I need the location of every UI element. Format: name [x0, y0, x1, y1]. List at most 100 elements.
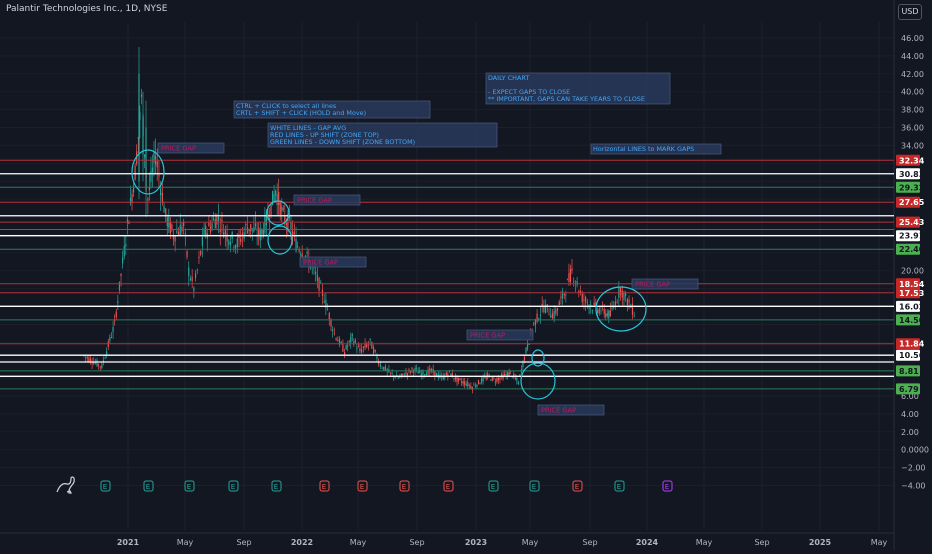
candle-body — [172, 235, 175, 240]
candle-body — [603, 308, 605, 315]
candle-body — [470, 386, 472, 389]
candle-body — [344, 351, 346, 355]
candle-body — [573, 281, 575, 283]
candle-body — [132, 186, 135, 193]
candle-body — [414, 368, 416, 371]
price-tag-label: 25.43 — [899, 218, 924, 227]
candle-body — [288, 215, 291, 219]
price-gap-box — [157, 142, 225, 154]
candle-body — [397, 377, 399, 379]
price-tag-label: 8.81 — [899, 367, 919, 376]
candle-body — [245, 223, 247, 226]
candle-body — [367, 343, 370, 345]
candle-body — [236, 238, 238, 247]
earnings-marker-label: E — [491, 483, 495, 491]
candle-body — [456, 377, 458, 383]
candle-body — [623, 291, 625, 301]
candle-body — [96, 360, 98, 366]
highlight-circle — [520, 362, 556, 400]
price-tag-label: 14.50 — [899, 316, 925, 325]
candle-body — [507, 372, 509, 377]
candle-body — [186, 251, 188, 258]
candle-body — [517, 381, 519, 385]
candle-body — [534, 319, 536, 326]
earnings-marker — [100, 480, 111, 492]
candle-body — [131, 193, 133, 203]
earnings-marker — [319, 480, 330, 492]
earnings-marker-label: E — [103, 483, 107, 491]
y-axis-tick-label: 0.0000 — [901, 446, 929, 455]
candle-body — [270, 203, 272, 216]
candle-body — [120, 273, 122, 276]
candle-body — [345, 345, 347, 350]
candle-body — [550, 315, 552, 318]
candle-body — [494, 381, 496, 383]
earnings-marker — [529, 480, 540, 492]
candle-body — [188, 267, 190, 276]
candle-body — [583, 299, 585, 301]
candle-body — [112, 327, 114, 332]
y-axis-tick-label: 4.00 — [901, 410, 919, 419]
candle-body — [386, 369, 388, 371]
candle-body — [153, 152, 155, 163]
earnings-marker — [143, 480, 154, 492]
candle-body — [566, 279, 569, 281]
candle-body — [128, 221, 130, 224]
price-tag-label: 16.02 — [899, 302, 924, 311]
candle-body — [556, 308, 559, 311]
candle-body — [183, 221, 185, 227]
candle-body — [519, 374, 521, 376]
price-tag — [896, 349, 920, 361]
price-tag — [896, 314, 920, 326]
candle-body — [298, 249, 300, 252]
note-text: DAILY CHART — [488, 74, 529, 82]
candle-body — [499, 377, 501, 381]
candle-body — [293, 232, 295, 234]
candle-body — [228, 240, 230, 245]
y-axis-tick-label: 2.00 — [901, 428, 919, 437]
candle-body — [229, 242, 232, 246]
candle-body — [405, 372, 407, 374]
candle-body — [261, 229, 263, 235]
candle-body — [145, 127, 147, 191]
earnings-marker-label: E — [402, 483, 406, 491]
candle-body — [282, 208, 284, 210]
candle-body — [89, 358, 92, 363]
candle-body — [106, 351, 108, 355]
candle-body — [233, 246, 235, 248]
price-tag-label: 30.83 — [899, 170, 924, 179]
candle-body — [357, 346, 360, 348]
price-gap-box — [293, 194, 361, 206]
x-axis-label: Sep — [582, 538, 597, 547]
candle-body — [351, 333, 353, 337]
candle-body — [453, 378, 455, 380]
candle-body — [548, 314, 550, 316]
earnings-marker — [572, 480, 583, 492]
candle-body — [420, 373, 422, 377]
candle-body — [264, 215, 266, 234]
candle-body — [138, 73, 140, 182]
candle-body — [262, 229, 264, 236]
note-text: ** IMPORTANT, GAPS CAN TAKE YEARS TO CLO… — [488, 95, 645, 103]
currency-button[interactable]: USD — [898, 4, 922, 20]
candle-body — [479, 383, 481, 385]
earnings-marker-label: E — [231, 483, 235, 491]
candle-body — [609, 310, 611, 316]
candle-body — [626, 298, 628, 306]
candle-body — [461, 381, 463, 383]
candle-body — [99, 366, 101, 368]
candle-body — [200, 251, 202, 255]
price-tag-label: 22.40 — [899, 245, 925, 254]
candle-body — [484, 376, 486, 378]
price-tag-label: 6.79 — [899, 385, 919, 394]
candle-body — [184, 233, 186, 235]
price-gap-box — [466, 329, 534, 341]
candle-body — [366, 344, 368, 348]
candle-body — [508, 371, 510, 376]
candle-body — [496, 378, 498, 383]
price-gap-box — [631, 278, 699, 290]
candle-body — [276, 194, 278, 206]
candle-body — [332, 329, 334, 332]
